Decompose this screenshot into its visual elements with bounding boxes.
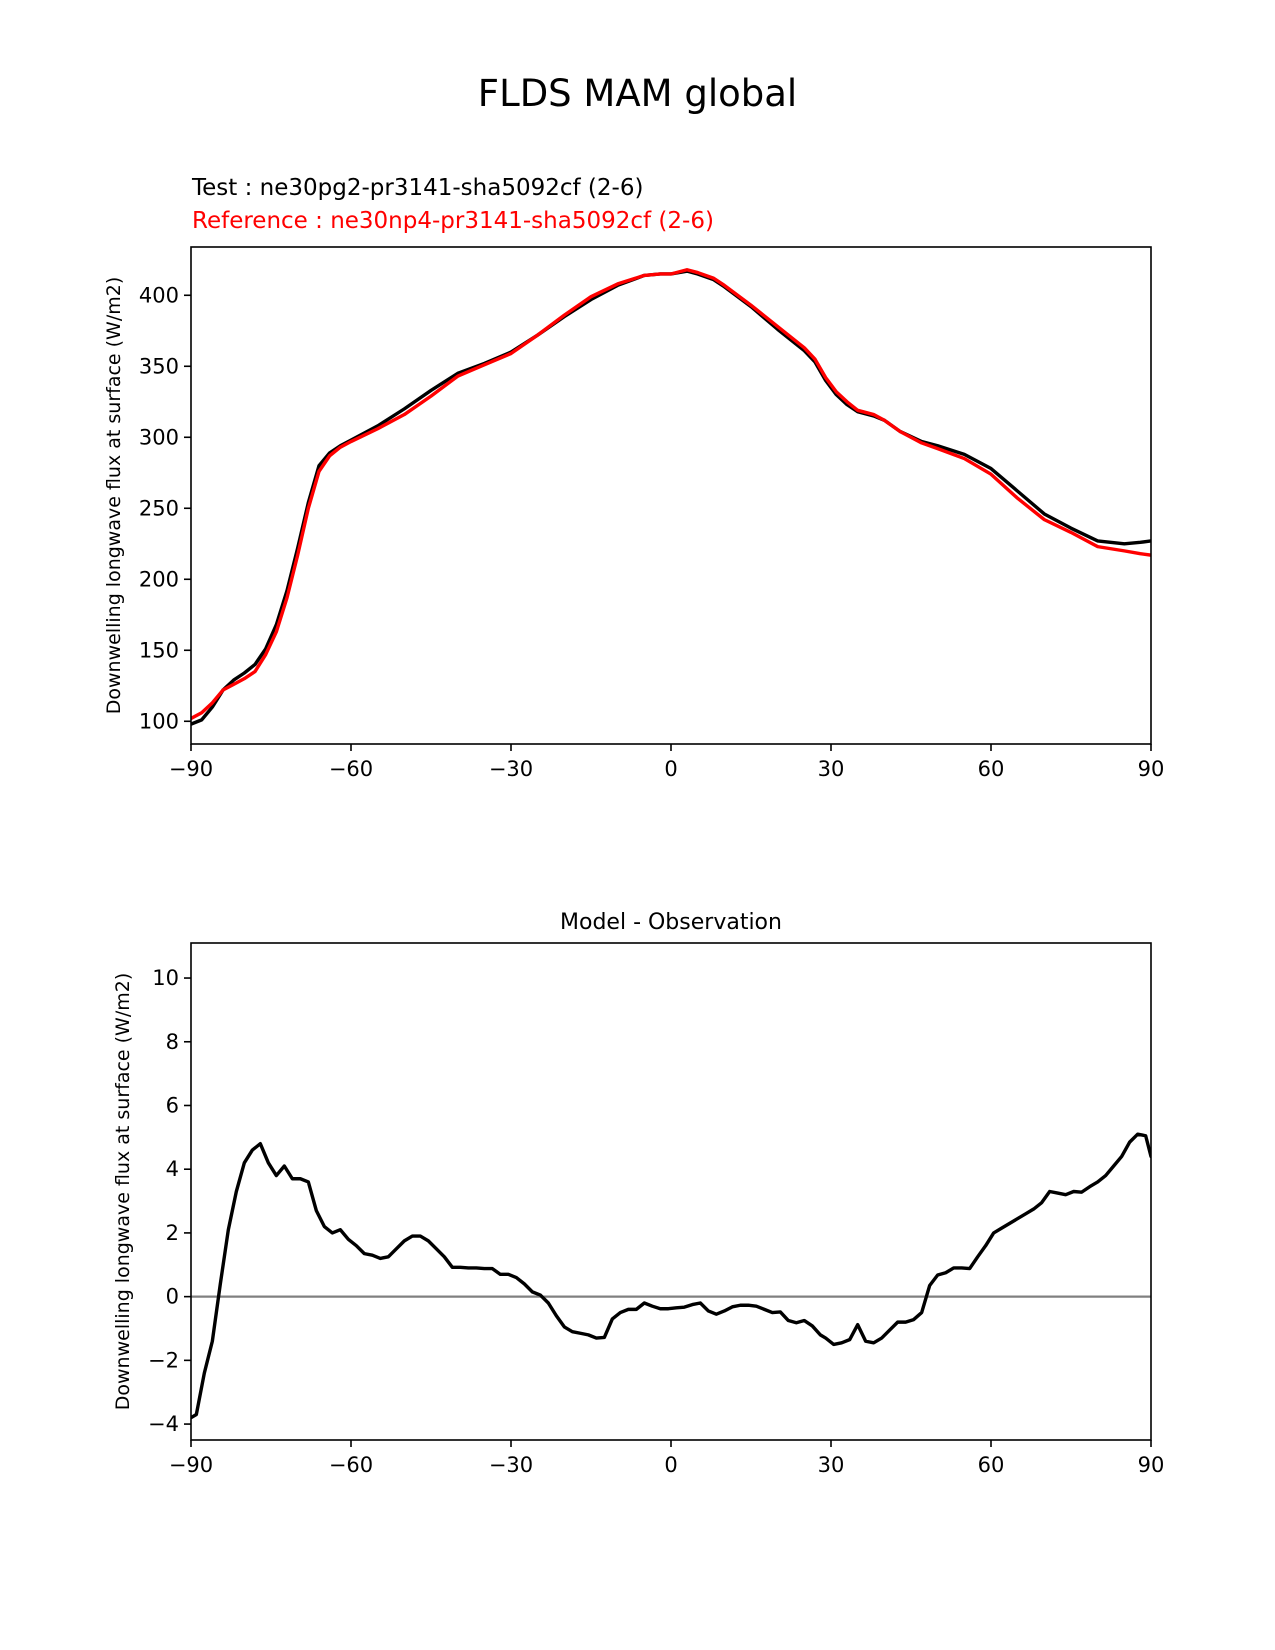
y-tick-label: 400 xyxy=(139,283,179,307)
x-tick-label: −30 xyxy=(489,1453,533,1477)
y-tick-label: 200 xyxy=(139,567,179,591)
y-tick-label: 300 xyxy=(139,425,179,449)
x-tick-label: 0 xyxy=(664,1453,677,1477)
series-line-model-observation xyxy=(191,1132,1151,1420)
y-tick-label: 350 xyxy=(139,354,179,378)
axes-frame xyxy=(190,942,1152,1441)
x-tick-label: 30 xyxy=(818,757,845,781)
y-tick-label: 250 xyxy=(139,496,179,520)
y-tick-label: 6 xyxy=(166,1093,179,1117)
y-tick-label: −4 xyxy=(148,1412,179,1436)
x-tick-label: 60 xyxy=(978,1453,1005,1477)
y-tick-label: 8 xyxy=(166,1030,179,1054)
axes-frame xyxy=(190,246,1152,745)
x-tick-label: 90 xyxy=(1138,1453,1165,1477)
x-tick-label: 60 xyxy=(978,757,1005,781)
x-tick-label: 90 xyxy=(1138,757,1165,781)
bottom-line-chart: −90 −60 −30 0 30 60 90 −4 −2 0 2 4 6 8 10 Downwelling l… xyxy=(112,910,1164,1477)
series-line-reference xyxy=(191,268,1151,721)
x-tick-label: −60 xyxy=(329,757,373,781)
top-line-chart: −90 −60 −30 0 30 60 90 100 150 200 250 300 350 400 Dow… xyxy=(103,246,1165,781)
y-tick-label: 150 xyxy=(139,638,179,662)
y-tick-label: 0 xyxy=(166,1285,179,1309)
test-title-label: Test : ne30pg2-pr3141-sha5092cf (2-6) xyxy=(192,175,644,201)
x-tick-label: −90 xyxy=(169,1453,213,1477)
series-line-test xyxy=(191,269,1151,726)
x-tick-label: 0 xyxy=(664,757,677,781)
x-tick-label: 30 xyxy=(818,1453,845,1477)
x-tick-label: −90 xyxy=(169,757,213,781)
y-tick-label: 4 xyxy=(166,1157,179,1181)
y-axis-label: Downwelling longwave flux at surface (W/… xyxy=(103,277,125,715)
y-tick-label: 10 xyxy=(152,966,179,990)
y-tick-label: 2 xyxy=(166,1221,179,1245)
y-tick-label: 100 xyxy=(139,709,179,733)
y-tick-label: −2 xyxy=(148,1348,179,1372)
figure-title: FLDS MAM global xyxy=(477,72,798,115)
x-tick-label: −30 xyxy=(489,757,533,781)
x-tick-label: −60 xyxy=(329,1453,373,1477)
chart-title: Model - Observation xyxy=(560,910,782,935)
reference-title-label: Reference : ne30np4-pr3141-sha5092cf (2-… xyxy=(192,208,714,234)
y-axis-label: Downwelling longwave flux at surface (W/… xyxy=(112,973,134,1411)
